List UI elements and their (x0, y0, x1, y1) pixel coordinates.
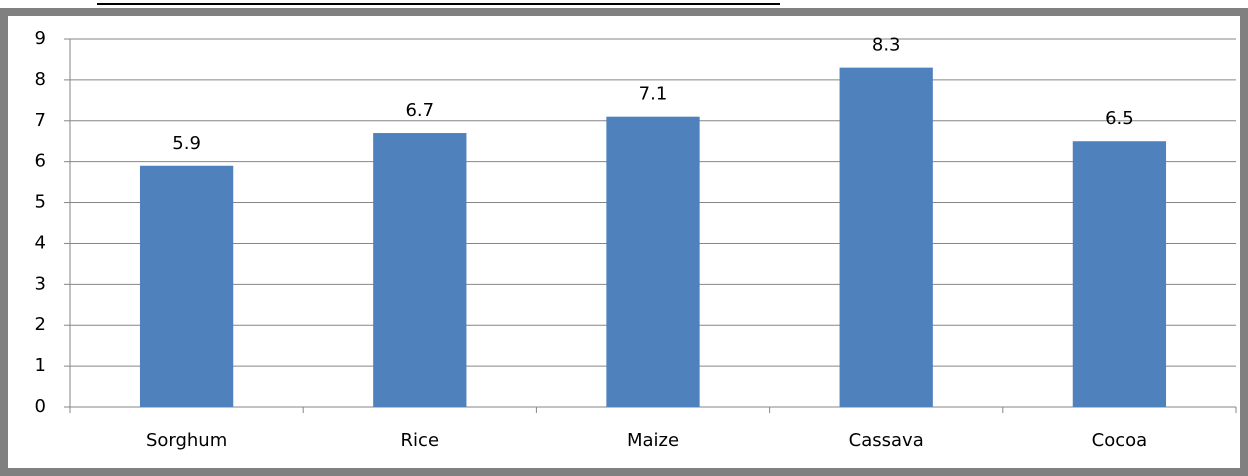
y-tick-label: 6 (35, 151, 46, 172)
y-tick-label: 5 (35, 192, 46, 213)
x-tick-label: Sorghum (146, 430, 227, 451)
y-tick-label: 8 (35, 69, 46, 90)
bar (1072, 141, 1167, 407)
x-tick-label: Maize (627, 430, 679, 451)
y-tick-label: 0 (35, 396, 46, 417)
data-label: 6.7 (405, 100, 434, 121)
data-label: 5.9 (172, 133, 201, 154)
data-label: 7.1 (639, 84, 668, 105)
y-tick-label: 1 (35, 355, 46, 376)
y-tick-label: 7 (35, 110, 46, 131)
y-tick-label: 3 (35, 273, 46, 294)
bar (839, 67, 933, 407)
y-tick-label: 9 (35, 28, 46, 49)
data-label: 6.5 (1105, 108, 1134, 129)
bar (606, 116, 700, 407)
y-tick-label: 4 (35, 232, 46, 253)
bar (373, 133, 467, 408)
x-tick-label: Cocoa (1092, 430, 1148, 451)
bar (139, 165, 234, 407)
x-tick-label: Rice (401, 430, 439, 451)
data-label: 8.3 (872, 35, 901, 56)
x-tick-label: Cassava (849, 430, 924, 451)
y-tick-label: 2 (35, 314, 46, 335)
